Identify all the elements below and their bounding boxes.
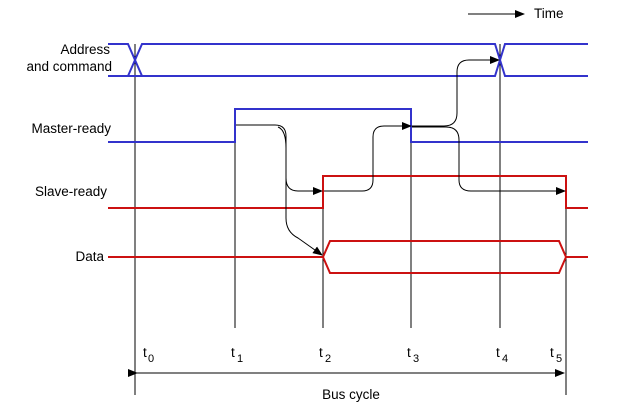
tick-t3: t 3 <box>407 345 419 365</box>
slave-ready-waveform <box>108 175 588 209</box>
arrow-master-to-slave <box>236 124 323 195</box>
arrow-master-to-data <box>277 126 323 256</box>
tick-t5: t 5 <box>550 345 562 365</box>
tick-t4-sub: 4 <box>502 353 508 365</box>
address-waveform <box>108 43 588 77</box>
arrow-master-to-address <box>412 56 500 127</box>
tick-t5-base: t <box>550 345 554 360</box>
data-waveform <box>108 240 588 274</box>
tick-t0-sub: 0 <box>148 353 154 365</box>
tick-t5-sub: 5 <box>556 353 562 365</box>
tick-t1: t 1 <box>231 345 243 365</box>
tick-t4-base: t <box>496 345 500 360</box>
address-label-line2: and command <box>26 59 112 74</box>
tick-t2-base: t <box>319 345 323 360</box>
tick-t1-sub: 1 <box>237 353 243 365</box>
data-label: Data <box>75 249 104 264</box>
tick-t3-sub: 3 <box>413 353 419 365</box>
tick-t3-base: t <box>407 345 411 360</box>
bus-cycle-label: Bus cycle <box>322 387 380 402</box>
tick-t1-base: t <box>231 345 235 360</box>
time-label: Time <box>534 6 564 21</box>
tick-t2: t 2 <box>319 345 331 365</box>
master-ready-waveform <box>108 108 588 143</box>
arrow-slave-to-master <box>324 122 412 192</box>
master-ready-label: Master-ready <box>31 121 111 136</box>
slave-ready-label: Slave-ready <box>35 184 107 199</box>
tick-t0: t 0 <box>143 345 154 365</box>
tick-t0-base: t <box>143 345 147 360</box>
arrow-master-to-slave-release <box>412 126 566 195</box>
tick-t4: t 4 <box>496 345 508 365</box>
address-label-line1: Address <box>60 42 110 57</box>
tick-t2-sub: 2 <box>325 353 331 365</box>
